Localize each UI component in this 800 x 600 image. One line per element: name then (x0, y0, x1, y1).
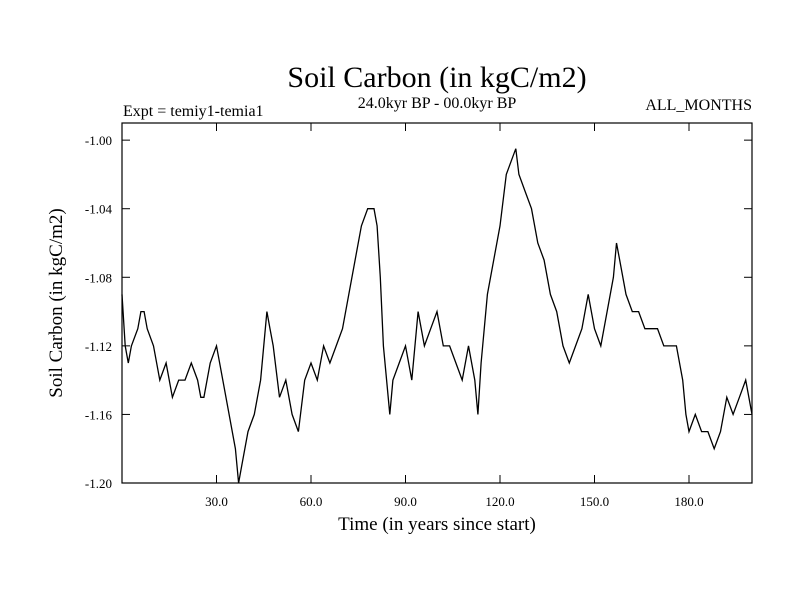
y-tick-label: -1.20 (85, 476, 112, 491)
experiment-label: Expt = temiy1-temia1 (123, 103, 264, 120)
x-tick-label: 180.0 (674, 494, 703, 509)
y-axis: -1.20 -1.16 -1.12 -1.08 -1.04 -1.00 (85, 133, 752, 491)
y-tick-label: -1.00 (85, 133, 112, 148)
x-axis-label: Time (in years since start) (338, 514, 536, 535)
chart-subtitle: 24.0kyr BP - 00.0kyr BP (358, 95, 517, 112)
y-tick-label: -1.04 (85, 202, 113, 217)
x-tick-label: 30.0 (205, 494, 228, 509)
y-tick-label: -1.12 (85, 339, 112, 354)
chart-title: Soil Carbon (in kgC/m2) (287, 61, 586, 94)
y-tick-label: -1.08 (85, 270, 112, 285)
x-tick-label: 120.0 (485, 494, 514, 509)
x-tick-label: 90.0 (394, 494, 417, 509)
x-axis: 30.0 60.0 90.0 120.0 150.0 180.0 (205, 123, 704, 509)
series-line (121, 148, 753, 484)
plot-frame (121, 122, 753, 484)
x-tick-label: 60.0 (300, 494, 323, 509)
x-tick-label: 150.0 (580, 494, 609, 509)
months-label: ALL_MONTHS (645, 97, 752, 114)
y-axis-label: Soil Carbon (in kgC/m2) (46, 208, 67, 397)
y-tick-label: -1.16 (85, 407, 113, 422)
